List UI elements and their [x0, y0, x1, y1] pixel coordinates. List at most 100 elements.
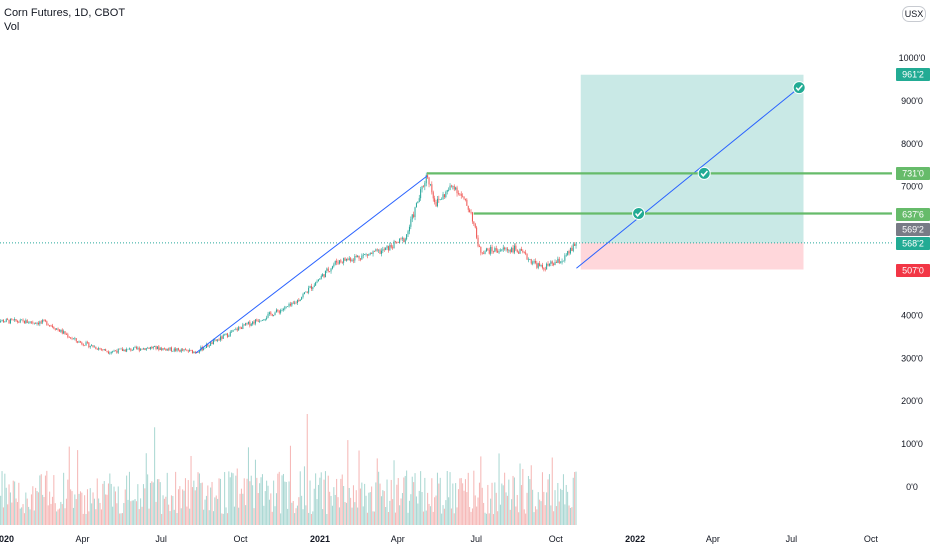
volume-bar — [222, 513, 224, 525]
candle — [313, 283, 315, 288]
candle — [142, 347, 144, 350]
volume-bar — [260, 477, 262, 525]
volume-bar — [350, 497, 352, 525]
projection-line — [576, 87, 800, 269]
drawing-lines[interactable] — [195, 87, 892, 354]
volume-bar — [389, 500, 391, 525]
candle — [555, 260, 557, 263]
candle — [518, 250, 520, 254]
candle — [378, 249, 380, 253]
candle — [110, 351, 112, 355]
volume-bar — [266, 480, 268, 525]
x-tick-label: 2022 — [625, 534, 645, 544]
candle — [312, 286, 314, 291]
candle — [280, 308, 282, 315]
volume-bar — [407, 512, 409, 525]
volume-bar — [448, 497, 450, 525]
price-candles — [0, 172, 577, 355]
candle — [539, 260, 541, 267]
volume-bar — [560, 488, 562, 525]
x-tick-label: Apr — [76, 534, 90, 544]
candle — [536, 260, 538, 270]
volume-bar — [54, 503, 56, 525]
candle — [169, 347, 171, 351]
volume-bar — [35, 487, 37, 525]
volume-bar — [5, 487, 7, 525]
volume-bar — [533, 512, 535, 525]
candle — [289, 301, 291, 307]
volume-bar — [305, 505, 307, 525]
volume-bar — [240, 488, 242, 525]
candle — [340, 258, 342, 264]
candle — [180, 348, 182, 353]
volume-bar — [77, 450, 79, 525]
candle — [246, 322, 248, 326]
candle — [179, 349, 181, 353]
candle — [43, 318, 45, 322]
volume-bar — [483, 502, 485, 525]
candle — [397, 241, 399, 243]
candle — [364, 253, 366, 256]
candle — [33, 322, 35, 325]
x-tick-label: Jul — [471, 534, 483, 544]
candle — [317, 278, 319, 282]
volume-bar — [403, 477, 405, 525]
volume-bar — [133, 500, 135, 525]
candle — [215, 339, 217, 342]
candle — [464, 198, 466, 202]
time-axis[interactable]: 2020 Apr Jul Oct 2021 Apr Jul Oct 2022 Apr Jul Oct — [0, 534, 878, 544]
candle — [330, 267, 332, 274]
candle — [170, 346, 172, 353]
volume-bar — [61, 504, 63, 525]
volume-bar — [49, 491, 51, 525]
volume-bar — [200, 483, 202, 525]
checkpoint-markers[interactable] — [632, 81, 806, 221]
volume-bar — [253, 508, 255, 525]
volume-bar — [554, 490, 556, 525]
candle — [474, 222, 476, 229]
volume-bar — [7, 504, 9, 525]
volume-bar — [289, 445, 291, 525]
volume-bar — [386, 479, 388, 525]
volume-bar — [221, 513, 223, 525]
volume-bar — [334, 494, 336, 525]
currency-button[interactable]: USX — [902, 6, 926, 22]
volume-bar — [259, 483, 261, 525]
candle — [324, 270, 326, 278]
candle — [242, 322, 244, 330]
volume-bar — [526, 492, 528, 525]
volume-bar — [225, 507, 227, 525]
volume-bar — [414, 473, 416, 525]
volume-bar — [233, 506, 235, 525]
candle — [497, 248, 499, 254]
volume-bar — [408, 500, 410, 525]
volume-bar — [154, 427, 156, 525]
volume-bar — [376, 458, 378, 525]
volume-bar — [148, 508, 150, 525]
volume-bar — [75, 499, 77, 525]
volume-bar — [79, 491, 81, 525]
volume-bar — [124, 489, 126, 525]
volume-bar — [210, 487, 212, 525]
candle — [243, 324, 245, 326]
candle — [554, 259, 556, 266]
price-tag: 568'2 — [896, 237, 930, 250]
volume-bar — [91, 503, 93, 525]
volume-bar — [431, 478, 433, 525]
candle — [81, 341, 83, 346]
candle — [236, 327, 238, 332]
volume-bar — [42, 494, 44, 525]
candle — [387, 245, 389, 253]
volume-bar — [88, 511, 90, 525]
candle — [316, 279, 318, 284]
volume-bar — [252, 485, 254, 525]
candle — [564, 253, 566, 263]
volume-bar — [371, 486, 373, 525]
candle — [343, 257, 345, 266]
volume-bar — [520, 485, 522, 525]
volume-bar — [460, 478, 462, 525]
volume-bar — [375, 482, 377, 525]
candle — [184, 347, 186, 351]
volume-bar — [404, 475, 406, 525]
